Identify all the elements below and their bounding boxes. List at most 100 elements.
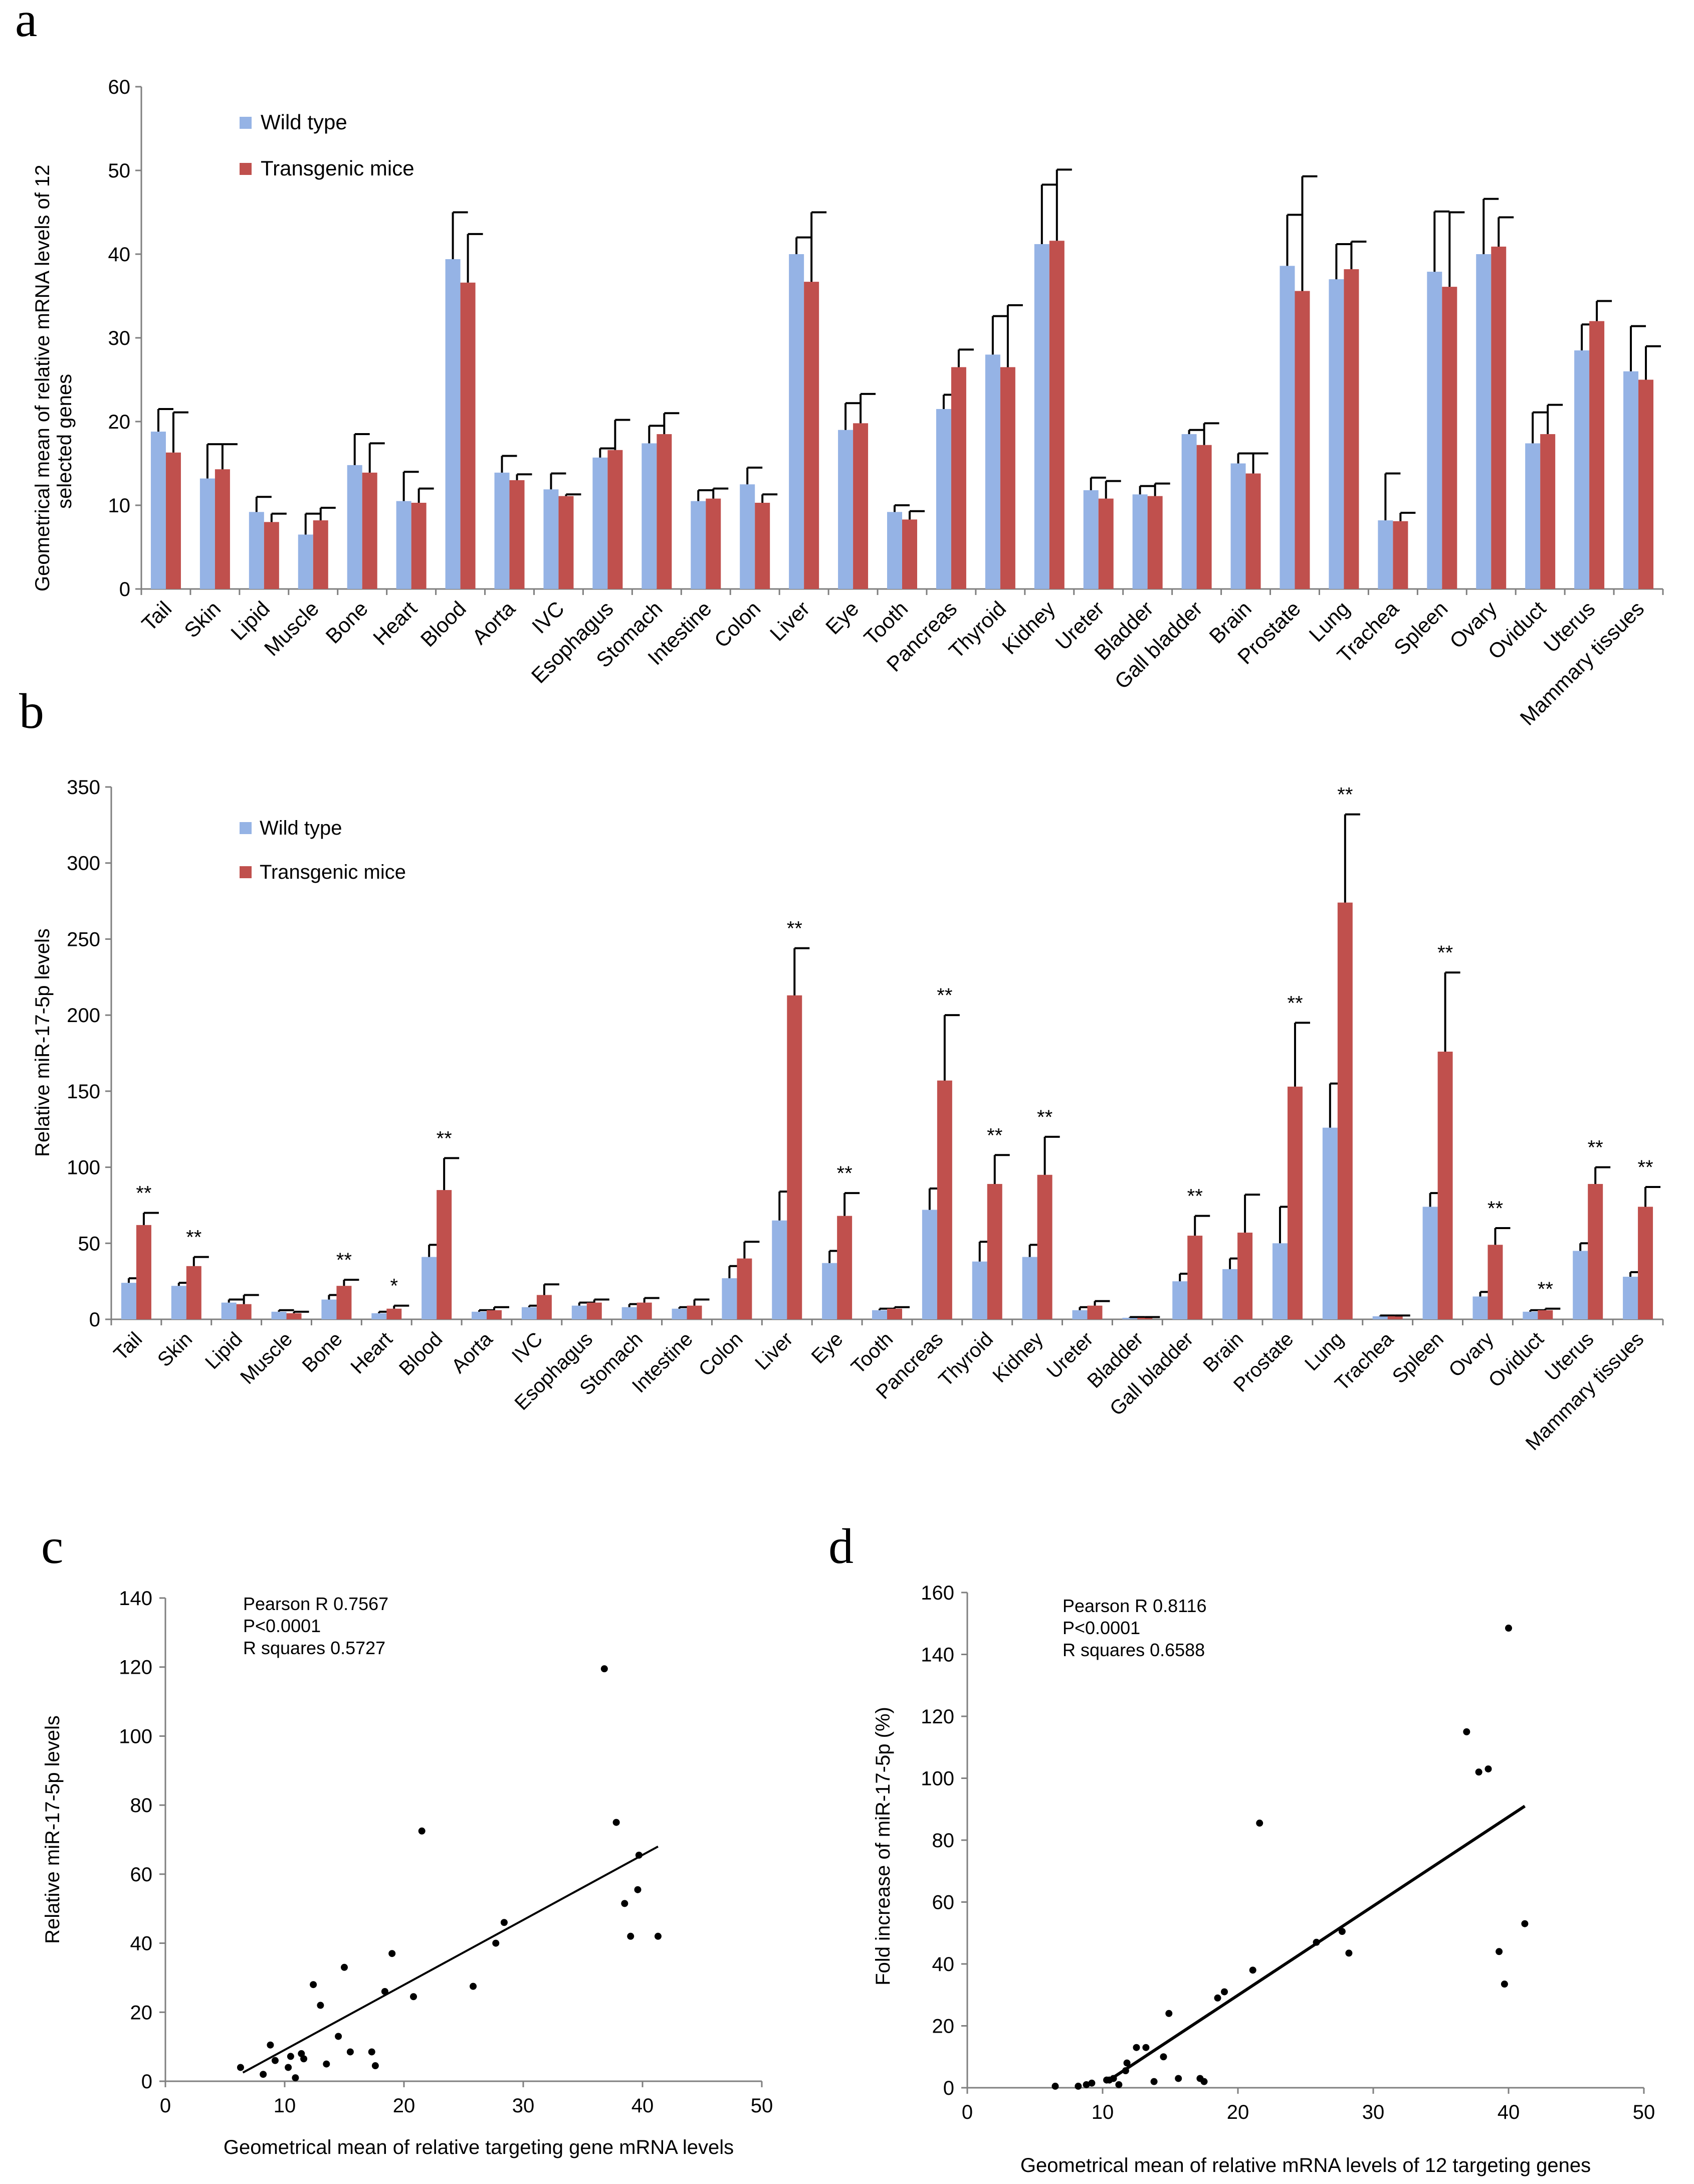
y-tick-label: 0 [943, 2077, 954, 2099]
bar-transgenic [264, 522, 279, 589]
legend-label-wild-type: Wild type [261, 110, 347, 134]
bar-wild-type [543, 489, 559, 589]
bar-transgenic [804, 282, 819, 589]
panel-d-label: d [828, 1518, 854, 1574]
bar-transgenic [1638, 379, 1654, 589]
bar-wild-type [691, 501, 706, 589]
bar-wild-type [621, 1307, 637, 1319]
y-tick-label: 350 [67, 776, 100, 799]
bar-transgenic [755, 502, 770, 589]
panel-d-annotation-r-squared: R squares 0.6588 [1063, 1640, 1205, 1660]
bar-transgenic [460, 282, 476, 589]
scatter-point [1160, 2053, 1167, 2061]
panel-c-annotation-r-squared: R squares 0.5727 [243, 1638, 385, 1658]
y-tick-label: 200 [67, 1005, 100, 1027]
bar-wild-type [1181, 434, 1197, 589]
panel-b-y-axis-label: Relative miR-17-5p levels [32, 928, 54, 1157]
bar-transgenic [737, 1258, 752, 1319]
significance-marker: ** [837, 1162, 853, 1184]
significance-marker: ** [186, 1227, 201, 1249]
panel-c-y-axis-label: Relative miR-17-5p levels [42, 1715, 64, 1944]
bar-transgenic [1588, 1183, 1603, 1319]
regression-line [1108, 1805, 1526, 2082]
bar-wild-type [221, 1302, 237, 1319]
y-tick-label: 20 [130, 2002, 153, 2024]
bar-transgenic [236, 1304, 252, 1319]
bar-wild-type [1322, 1127, 1338, 1319]
bar-transgenic [657, 434, 672, 589]
panel-c-annotation-pearson: Pearson R 0.7567 [243, 1594, 388, 1614]
bar-transgenic [509, 480, 525, 589]
x-tick-label: 10 [274, 2095, 296, 2117]
significance-marker: ** [437, 1127, 452, 1149]
scatter-point [1463, 1728, 1470, 1735]
scatter-point [500, 1919, 508, 1926]
bar-transgenic [136, 1225, 151, 1319]
scatter-point [634, 1886, 642, 1893]
scatter-point [1501, 1980, 1508, 1988]
y-tick-label: 20 [108, 411, 131, 433]
panel-d-scatter-plot: d Fold increase of miR-17-5p (%) Geometr… [828, 1518, 1655, 2176]
scatter-point [1165, 2010, 1173, 2017]
y-tick-label: 0 [119, 578, 130, 601]
bar-wild-type [150, 432, 166, 589]
bar-transgenic [1540, 434, 1556, 589]
bar-transgenic [1437, 1051, 1453, 1319]
bar-transgenic [706, 498, 721, 589]
scatter-point [323, 2060, 330, 2068]
scatter-point [267, 2041, 274, 2049]
bar-transgenic [386, 1308, 402, 1319]
significance-marker: ** [336, 1249, 352, 1271]
significance-marker: ** [136, 1182, 151, 1205]
bar-wild-type [772, 1220, 787, 1319]
scatter-point [1496, 1948, 1503, 1955]
bar-wild-type [271, 1311, 287, 1319]
bar-wild-type [421, 1257, 437, 1319]
bar-transgenic [1287, 1086, 1303, 1319]
y-tick-label: 150 [67, 1081, 100, 1103]
y-tick-label: 10 [108, 495, 131, 517]
panel-d-x-axis-label: Geometrical mean of relative mRNA levels… [1020, 2154, 1591, 2176]
scatter-point [1051, 2082, 1059, 2090]
bar-transgenic [1049, 241, 1065, 589]
bar-wild-type [298, 534, 313, 589]
scatter-point [346, 2048, 354, 2056]
bar-wild-type [789, 254, 804, 589]
y-tick-label: 30 [108, 327, 131, 349]
y-tick-label: 100 [67, 1157, 100, 1179]
panel-c-annotation-p-value: P<0.0001 [243, 1616, 321, 1636]
bar-wild-type [494, 472, 510, 589]
bar-transgenic [607, 450, 623, 589]
scatter-point [371, 2062, 379, 2070]
bar-wild-type [936, 409, 951, 589]
bar-transgenic [1337, 902, 1353, 1319]
x-tick-label: 0 [160, 2095, 171, 2117]
y-tick-label: 140 [119, 1587, 152, 1610]
legend-swatch-wild-type [240, 117, 252, 129]
scatter-point [600, 1665, 608, 1673]
bar-wild-type [1034, 244, 1049, 589]
bar-wild-type [1525, 443, 1541, 589]
y-tick-label: 60 [108, 76, 131, 98]
significance-marker: ** [1637, 1156, 1653, 1178]
scatter-point [1175, 2075, 1182, 2082]
bar-transgenic [1589, 321, 1605, 589]
bar-wild-type [371, 1313, 387, 1319]
legend-label-transgenic: Transgenic mice [261, 156, 414, 180]
bar-wild-type [985, 354, 1000, 589]
bar-transgenic [887, 1308, 902, 1319]
bar-transgenic [1295, 291, 1310, 589]
scatter-point [237, 2064, 244, 2071]
y-tick-label: 40 [130, 1933, 153, 1955]
significance-marker: ** [787, 918, 802, 940]
bar-transgenic [1237, 1233, 1253, 1319]
bar-wild-type [347, 465, 362, 589]
y-tick-label: 120 [921, 1706, 954, 1728]
bar-wild-type [1172, 1281, 1188, 1319]
panel-a-y-axis-label-line-1: Geometrical mean of relative mRNA levels… [32, 165, 54, 591]
bar-transgenic [837, 1216, 853, 1319]
scatter-point [1133, 2044, 1140, 2051]
bar-transgenic [313, 520, 328, 589]
bar-transgenic [437, 1190, 452, 1319]
scatter-point [1505, 1625, 1512, 1632]
